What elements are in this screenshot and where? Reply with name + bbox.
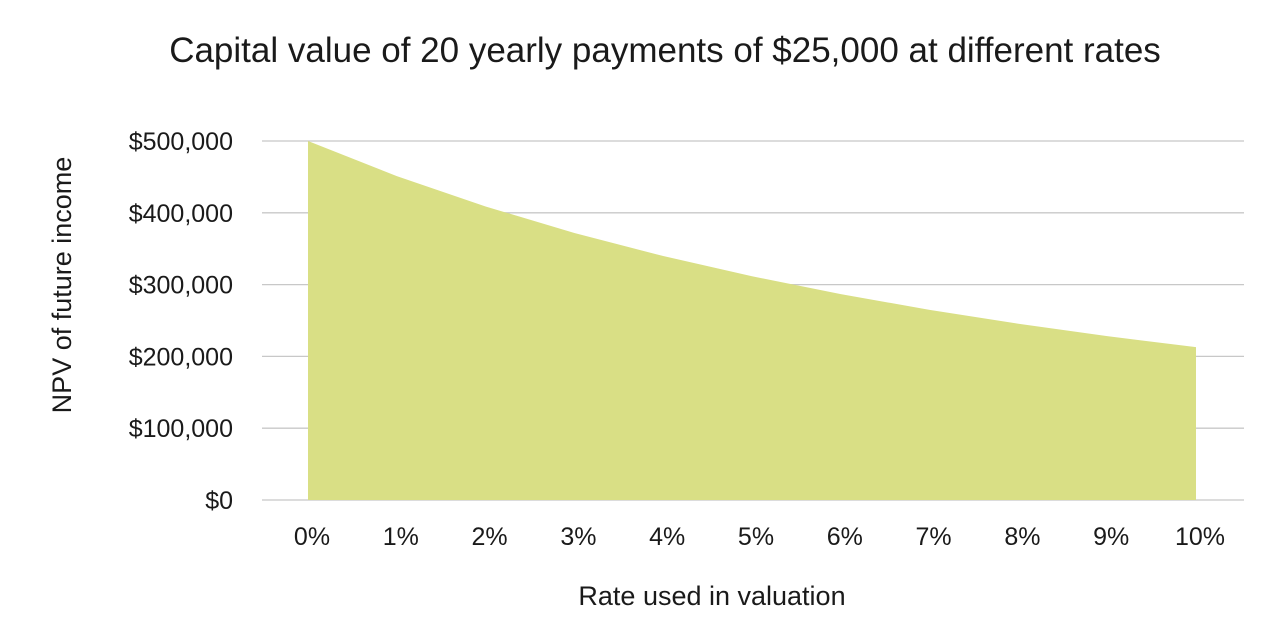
y-axis-ticks: $0 $100,000 $200,000 $300,000 $400,000 $500,0…: [129, 128, 233, 515]
y-tick-label: $300,000: [129, 272, 233, 300]
x-tick-label: 6%: [827, 523, 863, 551]
y-tick-label: $100,000: [129, 415, 233, 443]
plot-area: [308, 141, 1196, 500]
y-tick-label: $200,000: [129, 343, 233, 371]
x-tick-label: 0%: [294, 523, 330, 551]
x-axis-label: Rate used in valuation: [578, 581, 845, 611]
x-tick-label: 5%: [738, 523, 774, 551]
x-tick-label: 9%: [1093, 523, 1129, 551]
x-tick-label: 4%: [649, 523, 685, 551]
chart-title: Capital value of 20 yearly payments of $…: [169, 31, 1161, 70]
x-tick-label: 7%: [916, 523, 952, 551]
y-tick-label: $0: [205, 487, 233, 515]
x-tick-label: 3%: [560, 523, 596, 551]
x-axis-ticks: 0% 1% 2% 3% 4% 5% 6% 7% 8% 9% 10%: [294, 523, 1225, 551]
y-axis-label: NPV of future income: [47, 157, 77, 414]
x-tick-label: 2%: [472, 523, 508, 551]
y-tick-label: $400,000: [129, 200, 233, 228]
x-tick-label: 10%: [1175, 523, 1225, 551]
area-series: [308, 141, 1196, 500]
y-tick-label: $500,000: [129, 128, 233, 156]
x-tick-label: 8%: [1004, 523, 1040, 551]
x-tick-label: 1%: [383, 523, 419, 551]
